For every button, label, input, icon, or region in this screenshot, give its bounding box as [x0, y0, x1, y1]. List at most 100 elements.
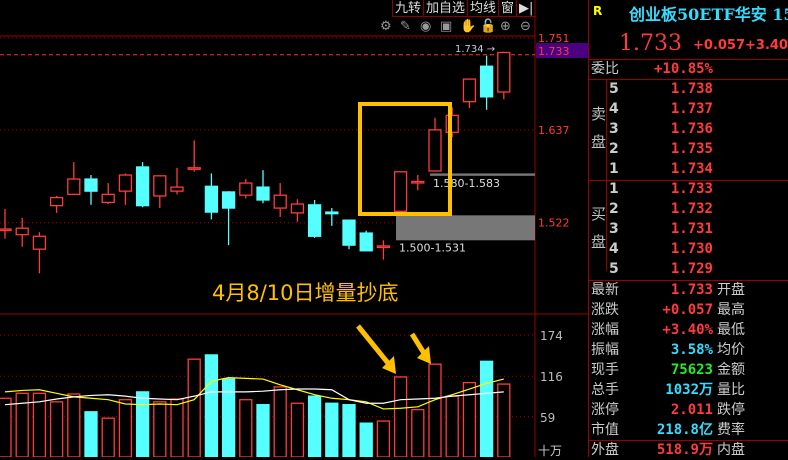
stat-value: 518.9万: [656, 442, 713, 458]
y-tick-label: 1.522: [538, 217, 570, 230]
briefcase-icon[interactable]: ▣: [440, 19, 453, 34]
volume-bar: [15, 392, 29, 457]
order-book-row: 4 1.730: [589, 239, 788, 259]
volume-bar: [170, 398, 184, 457]
level: 3: [609, 121, 619, 137]
volume-bar: [153, 401, 167, 457]
order-book-row: 5 1.738: [589, 79, 788, 99]
volume-bar: [239, 399, 253, 457]
volume-bar: [0, 397, 12, 457]
level: 4: [609, 101, 619, 117]
badge: R: [593, 4, 603, 18]
exit-icon[interactable]: ▶|: [516, 0, 536, 17]
volume-bar: [187, 358, 201, 457]
volume-bar: [325, 402, 339, 457]
stat-row: 最新 1.733 开盘: [589, 280, 788, 300]
level: 1: [609, 181, 619, 197]
volume-bar: [428, 363, 442, 457]
price: 1.736: [670, 121, 713, 137]
stat-value: 1.733: [670, 282, 713, 298]
moving-average-button[interactable]: 均线: [467, 0, 499, 17]
lock-icon[interactable]: 🔓: [480, 19, 497, 34]
candle-up: [153, 175, 167, 197]
candlestick-chart[interactable]: 1.751 1.637 1.522 174 116 59 十万 1.733 1.734 → 1.5…: [0, 0, 588, 457]
volume-bar: [307, 395, 322, 457]
stat-label-2: 量比: [717, 382, 745, 398]
last-price: 1.733: [619, 31, 682, 56]
weibi-value: +10.85%: [653, 61, 713, 77]
candle-down: [325, 211, 339, 215]
price: 1.738: [670, 81, 713, 97]
volume-bar: [445, 395, 459, 457]
volume-bar: [376, 420, 391, 457]
eye-icon[interactable]: ◉: [420, 19, 432, 34]
volume-bar: [411, 409, 425, 457]
volume-bar: [84, 411, 98, 457]
candle-down: [342, 219, 356, 246]
stat-label-2: 开盘: [717, 282, 745, 298]
order-book-row: 1 1.733: [589, 179, 788, 199]
volume-bar: [67, 393, 81, 457]
stat-value: 2.011: [670, 402, 713, 418]
hand-icon[interactable]: ✋: [460, 19, 477, 34]
price: 1.731: [670, 221, 713, 237]
level: 2: [609, 201, 619, 217]
candle-up: [376, 245, 391, 249]
order-book-row: 1 1.734: [589, 159, 788, 179]
arrow-icon: [356, 324, 394, 370]
order-book-row: 2 1.732: [589, 199, 788, 219]
window-button[interactable]: 窗: [498, 0, 517, 17]
order-book-row: 2 1.735: [589, 139, 788, 159]
add-watchlist-button[interactable]: 加自选: [423, 0, 468, 17]
y-tick-label: 1.637: [538, 124, 570, 137]
candle-down: [84, 178, 98, 192]
stat-row: 涨跌 +0.057 最高: [589, 300, 788, 320]
price: 1.735: [670, 141, 713, 157]
price: 1.733: [670, 181, 713, 197]
stat-label: 现手: [591, 362, 619, 378]
candle-up: [462, 78, 477, 103]
zoom-in-icon[interactable]: ⊕: [500, 19, 511, 34]
candle-down: [359, 232, 373, 252]
stat-label: 涨幅: [591, 322, 619, 338]
nine-turn-button[interactable]: 九转: [392, 0, 424, 17]
stat-value: 75623: [670, 362, 713, 378]
order-book-row: 3 1.736: [589, 119, 788, 139]
annotation-text: 4月8/10日增量抄底: [212, 281, 399, 305]
volume-bar: [273, 386, 287, 457]
order-book-row: 3 1.731: [589, 219, 788, 239]
stat-label-2: 最高: [717, 302, 745, 318]
y-tick-label: 1.751: [538, 32, 570, 45]
quote-panel: R 创业板50ETF华安 159 1.733 +0.057 +3.40% 委比 +…: [588, 0, 788, 460]
volume-bar: [290, 402, 305, 457]
high-label: 1.734 →: [455, 44, 495, 55]
level: 5: [609, 81, 619, 97]
level: 5: [609, 261, 619, 277]
volume-bar: [342, 404, 356, 457]
candle-up: [239, 182, 253, 196]
volume-bar: [204, 354, 219, 457]
candle-up: [67, 178, 81, 196]
stat-label: 最新: [591, 282, 619, 298]
candle-up: [187, 167, 201, 170]
candle-up: [290, 203, 305, 214]
stat-label: 外盘: [591, 442, 619, 458]
stat-value: 3.58%: [670, 342, 713, 358]
sell-label: 卖盘: [591, 105, 607, 151]
volume-bar: [393, 376, 408, 457]
zoom-out-icon[interactable]: ⊖: [520, 19, 531, 34]
candle-up: [393, 171, 408, 212]
stat-row: 涨幅 +3.40% 最低: [589, 320, 788, 340]
stat-row: 外盘 518.9万 内盘: [589, 440, 788, 460]
stat-label: 涨停: [591, 402, 619, 418]
stat-value: +0.057: [662, 302, 713, 318]
volume-tick-label: 174: [540, 329, 563, 343]
volume-bar: [118, 399, 133, 457]
price-change-pct: +3.40%: [745, 38, 788, 53]
gear-icon[interactable]: ⚙: [380, 19, 392, 34]
stat-label: 振幅: [591, 342, 619, 358]
pen-icon[interactable]: ✎: [400, 19, 411, 34]
stat-label: 总手: [591, 382, 619, 398]
stat-row: 涨停 2.011 跌停: [589, 400, 788, 420]
ma-yellow-line: [4, 377, 504, 410]
